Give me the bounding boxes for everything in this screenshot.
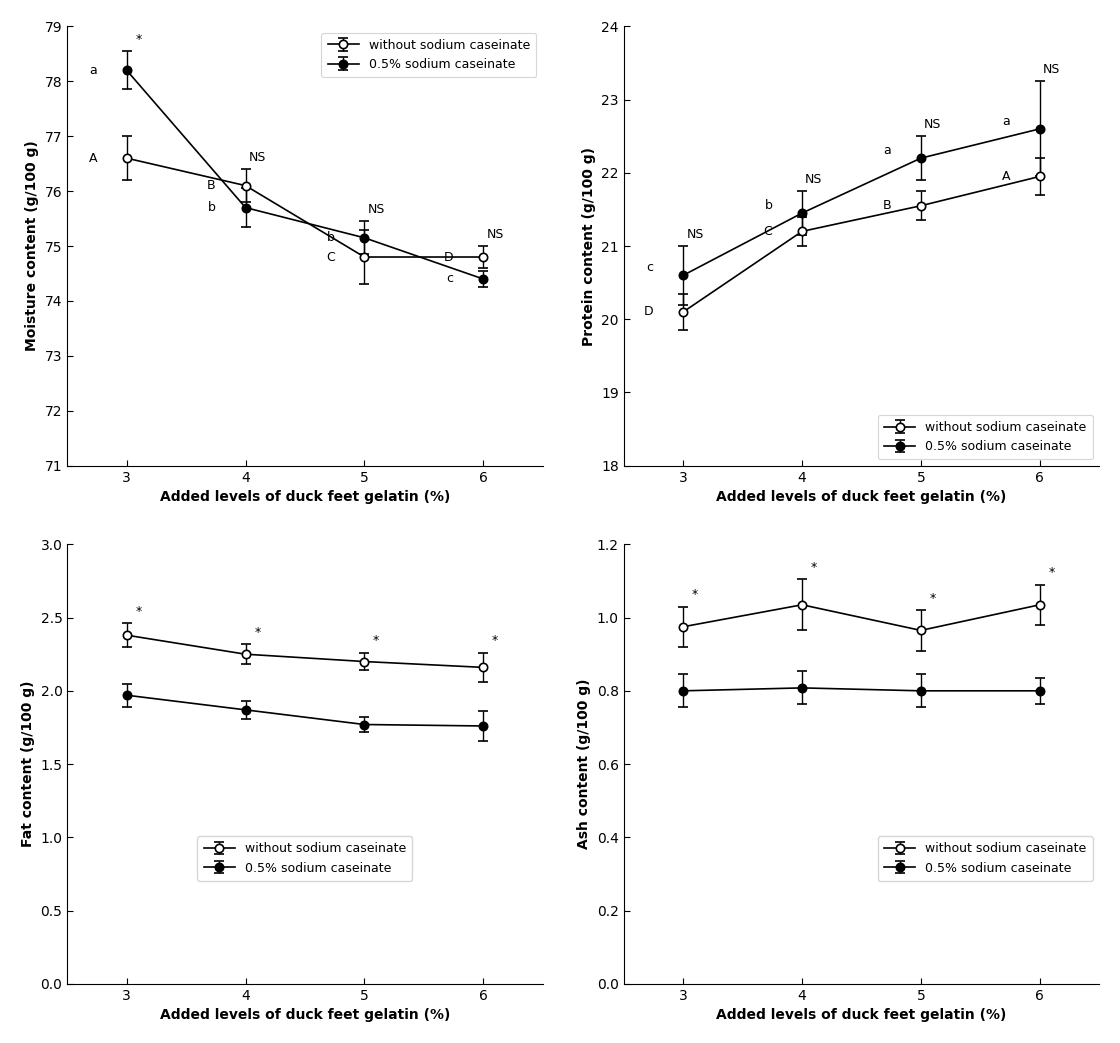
Text: a: a xyxy=(884,144,892,157)
Text: *: * xyxy=(492,634,498,648)
Text: *: * xyxy=(373,634,380,648)
Text: D: D xyxy=(644,306,653,318)
Legend: without sodium caseinate, 0.5% sodium caseinate: without sodium caseinate, 0.5% sodium ca… xyxy=(878,415,1093,460)
Legend: without sodium caseinate, 0.5% sodium caseinate: without sodium caseinate, 0.5% sodium ca… xyxy=(197,836,412,881)
Text: *: * xyxy=(692,588,698,602)
Y-axis label: Moisture content (g/100 g): Moisture content (g/100 g) xyxy=(26,141,39,351)
Text: C: C xyxy=(764,225,773,238)
Legend: without sodium caseinate, 0.5% sodium caseinate: without sodium caseinate, 0.5% sodium ca… xyxy=(878,836,1093,881)
Text: c: c xyxy=(646,262,653,274)
Text: *: * xyxy=(930,592,936,605)
Text: C: C xyxy=(326,250,335,264)
Legend: without sodium caseinate, 0.5% sodium caseinate: without sodium caseinate, 0.5% sodium ca… xyxy=(321,32,536,77)
Text: a: a xyxy=(90,64,97,77)
X-axis label: Added levels of duck feet gelatin (%): Added levels of duck feet gelatin (%) xyxy=(160,1009,450,1022)
Text: NS: NS xyxy=(924,118,942,131)
Text: B: B xyxy=(883,199,892,212)
Text: b: b xyxy=(208,201,216,214)
Text: NS: NS xyxy=(687,227,703,241)
Text: NS: NS xyxy=(249,151,267,164)
Text: *: * xyxy=(254,626,261,638)
Text: b: b xyxy=(327,232,335,244)
Text: *: * xyxy=(1048,566,1055,579)
Text: a: a xyxy=(1002,115,1010,128)
Text: *: * xyxy=(811,561,818,574)
X-axis label: Added levels of duck feet gelatin (%): Added levels of duck feet gelatin (%) xyxy=(717,1009,1007,1022)
Text: D: D xyxy=(444,250,454,264)
Text: A: A xyxy=(1001,170,1010,183)
Y-axis label: Fat content (g/100 g): Fat content (g/100 g) xyxy=(21,681,35,847)
Text: NS: NS xyxy=(486,227,504,241)
Y-axis label: Protein content (g/100 g): Protein content (g/100 g) xyxy=(581,146,596,345)
Text: NS: NS xyxy=(1043,63,1061,76)
X-axis label: Added levels of duck feet gelatin (%): Added levels of duck feet gelatin (%) xyxy=(160,490,450,504)
Text: b: b xyxy=(765,199,773,212)
Y-axis label: Ash content (g/100 g): Ash content (g/100 g) xyxy=(578,679,591,849)
Text: A: A xyxy=(88,151,97,165)
Text: NS: NS xyxy=(367,203,385,216)
Text: B: B xyxy=(207,179,216,192)
X-axis label: Added levels of duck feet gelatin (%): Added levels of duck feet gelatin (%) xyxy=(717,490,1007,504)
Text: *: * xyxy=(136,32,142,46)
Text: c: c xyxy=(447,272,454,286)
Text: NS: NS xyxy=(805,173,822,186)
Text: *: * xyxy=(136,605,142,618)
